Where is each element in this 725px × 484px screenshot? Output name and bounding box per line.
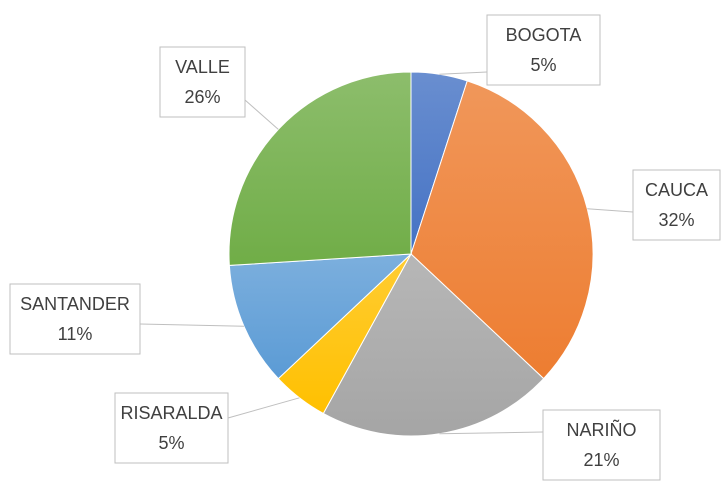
value-label: 32% — [658, 210, 694, 230]
label-box — [114, 392, 229, 464]
leader-line — [139, 323, 244, 327]
pie-slice — [228, 253, 413, 380]
label-box — [632, 169, 721, 241]
value-label: 5% — [158, 433, 184, 453]
label-box — [542, 409, 661, 481]
label-box — [486, 14, 601, 86]
category-label: BOGOTA — [506, 25, 582, 45]
category-label: CAUCA — [645, 180, 708, 200]
leader-line — [227, 397, 300, 419]
category-label: NARIÑO — [566, 419, 636, 440]
category-label: SANTANDER — [20, 294, 130, 314]
label-box — [9, 283, 141, 355]
category-label: RISARALDA — [120, 403, 222, 423]
pie-slice — [322, 253, 545, 437]
leader-line — [587, 208, 634, 213]
leader-line — [439, 431, 544, 435]
value-label: 26% — [184, 87, 220, 107]
value-label: 11% — [58, 324, 93, 344]
label-box — [159, 46, 246, 118]
category-label: VALLE — [175, 57, 230, 77]
leader-line — [244, 99, 279, 130]
pie-slice — [410, 80, 594, 380]
value-label: 21% — [583, 450, 619, 470]
leader-line — [439, 71, 488, 75]
pie-slice — [228, 71, 412, 266]
value-label: 5% — [530, 55, 556, 75]
